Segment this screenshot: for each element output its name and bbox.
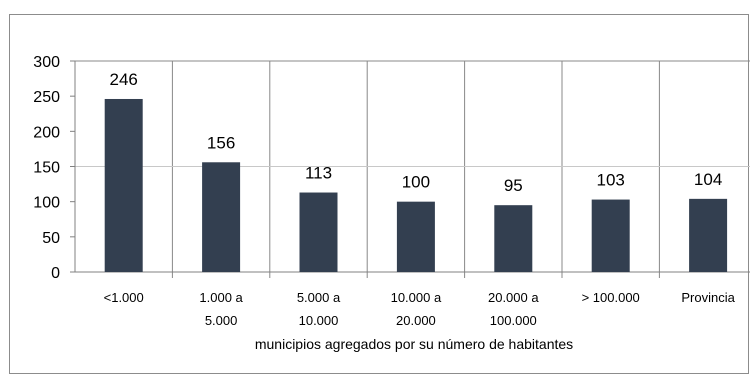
bar-1 — [202, 162, 241, 272]
bar-6 — [689, 198, 728, 272]
category-label-1: 1.000 a 5.000 — [199, 290, 243, 328]
y-tick-label-150: 150 — [33, 160, 60, 177]
data-label-2: 113 — [305, 164, 332, 183]
bar-0 — [104, 98, 143, 272]
category-label-4: 20.000 a 100.000 — [488, 290, 539, 328]
y-tick-label-50: 50 — [42, 230, 60, 247]
y-tick-label-0: 0 — [51, 265, 60, 282]
bar-2 — [299, 192, 338, 272]
bars — [104, 98, 728, 272]
bar-3 — [396, 201, 435, 272]
category-label-5: > 100.000 — [582, 290, 640, 305]
data-label-6: 104 — [694, 170, 722, 189]
y-tick-label-200: 200 — [33, 124, 60, 141]
data-label-3: 100 — [402, 173, 430, 192]
bar-5 — [591, 199, 630, 272]
category-label-0: <1.000 — [104, 290, 144, 305]
data-label-4: 95 — [504, 176, 523, 195]
data-label-0: 246 — [110, 70, 138, 89]
x-axis-title: municipios agregados por su número de ha… — [255, 336, 573, 352]
grid-lines — [75, 60, 750, 278]
bar-4 — [494, 205, 533, 272]
y-tick-label-250: 250 — [33, 89, 60, 106]
data-label-5: 103 — [597, 171, 625, 190]
bar-chart: 0 50 100 150 200 250 300 246 <1.000 156 1.000 a 5.… — [33, 54, 750, 352]
data-label-1: 156 — [207, 133, 235, 152]
y-tick-label-300: 300 — [33, 54, 60, 71]
labels: 246 <1.000 156 1.000 a 5.000 113 5.000 a 10.000… — [104, 70, 736, 328]
category-label-3: 10.000 a 20.000 — [391, 290, 442, 328]
category-label-6: Provincia — [681, 290, 735, 305]
category-label-2: 5.000 a 10.000 — [297, 290, 341, 328]
y-tick-label-100: 100 — [33, 195, 60, 212]
